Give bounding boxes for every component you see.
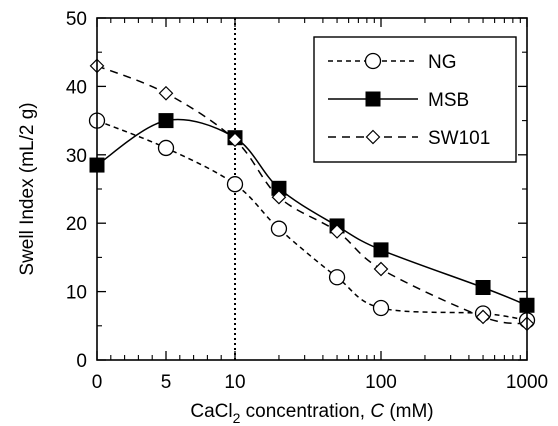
y-tick-label: 30 (66, 146, 87, 167)
legend-marker-ng (364, 52, 382, 70)
data-point-sw101 (373, 261, 389, 277)
data-point-sw101 (329, 224, 345, 239)
series-line-ng (96, 119, 528, 322)
x-axis-title-subscript: 2 (233, 410, 241, 426)
y-tick-label: 0 (76, 351, 87, 372)
data-point-sw101 (227, 132, 243, 148)
legend-items: NG MSB SW101 (328, 52, 490, 149)
y-tick-label: 10 (66, 283, 87, 304)
data-point-sw101 (475, 309, 491, 325)
data-point-ng (157, 139, 175, 157)
plot-frame (96, 17, 528, 361)
x-axis-title: CaCl2 concentration, C (mM) (190, 401, 433, 426)
y-axis-title: Swell Index (mL/2 g) (17, 102, 38, 275)
x-axis-title-unit: (mM) (384, 401, 434, 422)
x-axis-title-variable: C (370, 401, 384, 422)
data-point-msb (373, 242, 389, 258)
data-point-sw101 (271, 189, 287, 205)
y-tick-label: 50 (66, 9, 87, 30)
legend-label-ng: NG (428, 52, 457, 73)
x-tick-label: 10 (224, 372, 245, 393)
y-tick-label: 40 (66, 77, 87, 98)
legend-marker-sw101 (365, 129, 381, 145)
x-tick-label: 1000 (506, 372, 548, 393)
data-point-ng (270, 220, 288, 237)
data-point-msb (475, 279, 491, 295)
data-point-msb (158, 113, 174, 129)
legend-label-msb: MSB (428, 90, 469, 111)
legend-label-sw101: SW101 (428, 128, 490, 149)
tick-labels: 0 10 20 30 40 50 0 5 10 100 1000 (66, 9, 548, 393)
legend-marker-msb (365, 91, 381, 107)
x-tick-label: 5 (161, 372, 172, 393)
data-point-ng (226, 176, 244, 193)
x-tick-label: 0 (92, 372, 103, 393)
data-point-ng (372, 299, 390, 317)
y-tick-label: 20 (66, 214, 87, 235)
legend: NG MSB SW101 (313, 36, 517, 163)
data-point-ng (328, 269, 346, 286)
x-axis-title-main: CaCl (190, 401, 232, 422)
data-point-sw101 (158, 85, 174, 101)
series-line-sw101 (96, 65, 528, 325)
x-tick-label: 100 (365, 372, 397, 393)
data-point-msb (271, 180, 287, 196)
x-axis-title-rest: concentration, (240, 401, 370, 422)
